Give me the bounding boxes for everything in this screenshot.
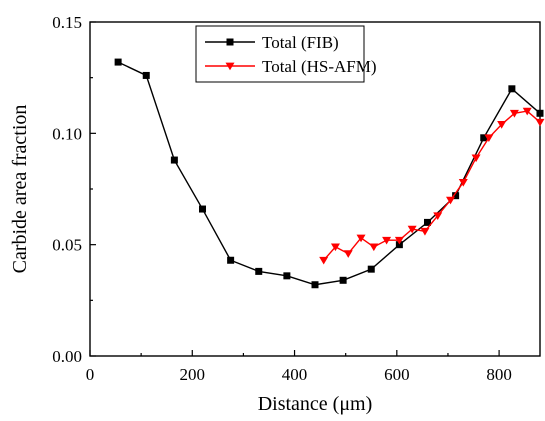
data-point: [471, 154, 481, 163]
legend-entry: Total (FIB): [262, 33, 339, 52]
x-tick-label: 0: [86, 365, 95, 384]
y-axis-label: Carbide area fraction: [9, 105, 31, 274]
legend-entry: Total (HS-AFM): [262, 57, 377, 76]
data-point: [283, 272, 291, 280]
data-point: [446, 196, 456, 205]
data-point: [480, 134, 488, 142]
x-tick-label: 400: [282, 365, 308, 384]
data-point: [497, 121, 507, 129]
data-point: [535, 118, 545, 127]
legend-marker: [226, 38, 234, 46]
data-point: [227, 256, 235, 264]
data-point: [199, 205, 206, 213]
data-point: [407, 225, 417, 234]
series-line: [323, 110, 541, 261]
data-point: [458, 178, 468, 187]
data-point: [424, 218, 431, 226]
series-fib: [114, 58, 544, 289]
data-point: [395, 241, 403, 249]
data-point: [452, 192, 460, 200]
data-point: [114, 58, 122, 66]
series-layer: [114, 58, 545, 289]
tick-labels: 0 200 400 600 800 0.00 0.05 0.10 0.15: [52, 13, 512, 384]
legend-marker: [225, 62, 235, 71]
series-hs-afm: [319, 107, 545, 265]
data-point: [367, 265, 375, 273]
data-point: [255, 267, 263, 275]
x-tick-label: 800: [486, 365, 512, 384]
y-tick-label: 0.00: [52, 347, 82, 366]
data-point: [420, 227, 430, 236]
data-point: [170, 156, 178, 164]
data-point: [536, 109, 544, 117]
data-point: [343, 250, 353, 258]
legend: Total (FIB) Total (HS-AFM): [195, 25, 377, 83]
y-tick-label: 0.15: [52, 13, 82, 32]
data-point: [382, 236, 392, 245]
y-tick-label: 0.10: [52, 124, 82, 143]
data-point: [311, 281, 319, 289]
data-point: [522, 107, 532, 116]
axis-ticks: [89, 21, 500, 357]
x-tick-label: 600: [384, 365, 410, 384]
data-point: [509, 109, 519, 118]
data-point: [142, 71, 150, 79]
data-point: [508, 85, 516, 93]
y-tick-label: 0.05: [52, 236, 82, 255]
data-point: [484, 134, 494, 143]
legend-box: [195, 25, 365, 83]
x-axis-label: Distance (μm): [258, 393, 373, 415]
data-point: [369, 243, 379, 252]
data-point: [394, 236, 404, 245]
data-point: [330, 243, 340, 252]
data-point: [319, 256, 329, 265]
series-line: [117, 61, 541, 286]
data-point: [339, 276, 347, 284]
data-point: [356, 234, 366, 243]
data-point: [433, 212, 443, 220]
x-tick-label: 200: [180, 365, 206, 384]
